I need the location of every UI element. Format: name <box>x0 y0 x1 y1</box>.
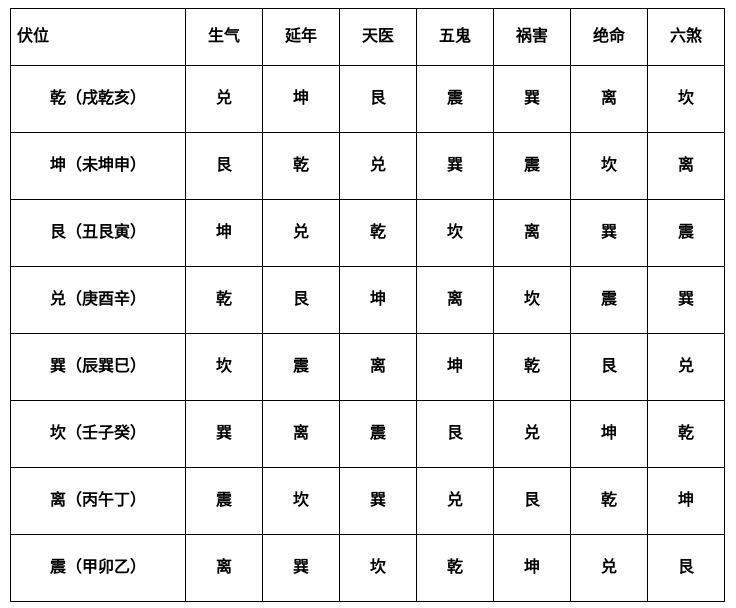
cell: 艮 <box>417 401 494 468</box>
col-header: 延年 <box>263 9 340 66</box>
bagua-table: 伏位 生气 延年 天医 五鬼 祸害 绝命 六煞 乾（戌乾亥） 兑 坤 艮 震 巽… <box>10 8 725 602</box>
cell: 离 <box>494 200 571 267</box>
cell: 兑 <box>494 401 571 468</box>
cell: 艮 <box>340 66 417 133</box>
cell: 兑 <box>571 535 648 602</box>
cell: 巽 <box>263 535 340 602</box>
corner-cell: 伏位 <box>11 9 186 66</box>
cell: 巽 <box>417 133 494 200</box>
cell: 乾 <box>417 535 494 602</box>
table-row: 离（丙午丁） 震 坎 巽 兑 艮 乾 坤 <box>11 468 725 535</box>
cell: 坤 <box>340 267 417 334</box>
cell: 离 <box>186 535 263 602</box>
cell: 乾 <box>186 267 263 334</box>
cell: 乾 <box>571 468 648 535</box>
row-header: 坎（壬子癸） <box>11 401 186 468</box>
cell: 艮 <box>186 133 263 200</box>
cell: 坤 <box>263 66 340 133</box>
cell: 坎 <box>417 200 494 267</box>
cell: 震 <box>571 267 648 334</box>
table-row: 巽（辰巽巳） 坎 震 离 坤 乾 艮 兑 <box>11 334 725 401</box>
cell: 巽 <box>571 200 648 267</box>
col-header: 祸害 <box>494 9 571 66</box>
cell: 艮 <box>648 535 725 602</box>
cell: 坤 <box>571 401 648 468</box>
cell: 震 <box>494 133 571 200</box>
table-row: 坎（壬子癸） 巽 离 震 艮 兑 坤 乾 <box>11 401 725 468</box>
table-row: 震（甲卯乙） 离 巽 坎 乾 坤 兑 艮 <box>11 535 725 602</box>
header-row: 伏位 生气 延年 天医 五鬼 祸害 绝命 六煞 <box>11 9 725 66</box>
row-header: 震（甲卯乙） <box>11 535 186 602</box>
cell: 兑 <box>340 133 417 200</box>
cell: 坎 <box>571 133 648 200</box>
cell: 巽 <box>648 267 725 334</box>
cell: 兑 <box>263 200 340 267</box>
cell: 巽 <box>494 66 571 133</box>
row-header: 乾（戌乾亥） <box>11 66 186 133</box>
row-header: 离（丙午丁） <box>11 468 186 535</box>
cell: 巽 <box>340 468 417 535</box>
cell: 兑 <box>417 468 494 535</box>
cell: 离 <box>263 401 340 468</box>
cell: 震 <box>263 334 340 401</box>
col-header: 天医 <box>340 9 417 66</box>
row-header: 巽（辰巽巳） <box>11 334 186 401</box>
cell: 坤 <box>494 535 571 602</box>
cell: 坤 <box>186 200 263 267</box>
table-row: 坤（未坤申） 艮 乾 兑 巽 震 坎 离 <box>11 133 725 200</box>
row-header: 艮（丑艮寅） <box>11 200 186 267</box>
cell: 坎 <box>186 334 263 401</box>
col-header: 绝命 <box>571 9 648 66</box>
cell: 坎 <box>340 535 417 602</box>
cell: 坤 <box>417 334 494 401</box>
cell: 离 <box>571 66 648 133</box>
cell: 坤 <box>648 468 725 535</box>
row-header: 坤（未坤申） <box>11 133 186 200</box>
table-row: 艮（丑艮寅） 坤 兑 乾 坎 离 巽 震 <box>11 200 725 267</box>
cell: 乾 <box>648 401 725 468</box>
cell: 坎 <box>494 267 571 334</box>
cell: 艮 <box>263 267 340 334</box>
cell: 乾 <box>494 334 571 401</box>
cell: 坎 <box>263 468 340 535</box>
cell: 离 <box>340 334 417 401</box>
cell: 乾 <box>263 133 340 200</box>
table-row: 乾（戌乾亥） 兑 坤 艮 震 巽 离 坎 <box>11 66 725 133</box>
cell: 震 <box>186 468 263 535</box>
cell: 艮 <box>571 334 648 401</box>
cell: 离 <box>417 267 494 334</box>
col-header: 生气 <box>186 9 263 66</box>
cell: 巽 <box>186 401 263 468</box>
cell: 震 <box>340 401 417 468</box>
table-row: 兑（庚酉辛） 乾 艮 坤 离 坎 震 巽 <box>11 267 725 334</box>
cell: 兑 <box>648 334 725 401</box>
cell: 震 <box>648 200 725 267</box>
cell: 艮 <box>494 468 571 535</box>
col-header: 六煞 <box>648 9 725 66</box>
cell: 兑 <box>186 66 263 133</box>
row-header: 兑（庚酉辛） <box>11 267 186 334</box>
cell: 坎 <box>648 66 725 133</box>
cell: 离 <box>648 133 725 200</box>
col-header: 五鬼 <box>417 9 494 66</box>
cell: 乾 <box>340 200 417 267</box>
cell: 震 <box>417 66 494 133</box>
